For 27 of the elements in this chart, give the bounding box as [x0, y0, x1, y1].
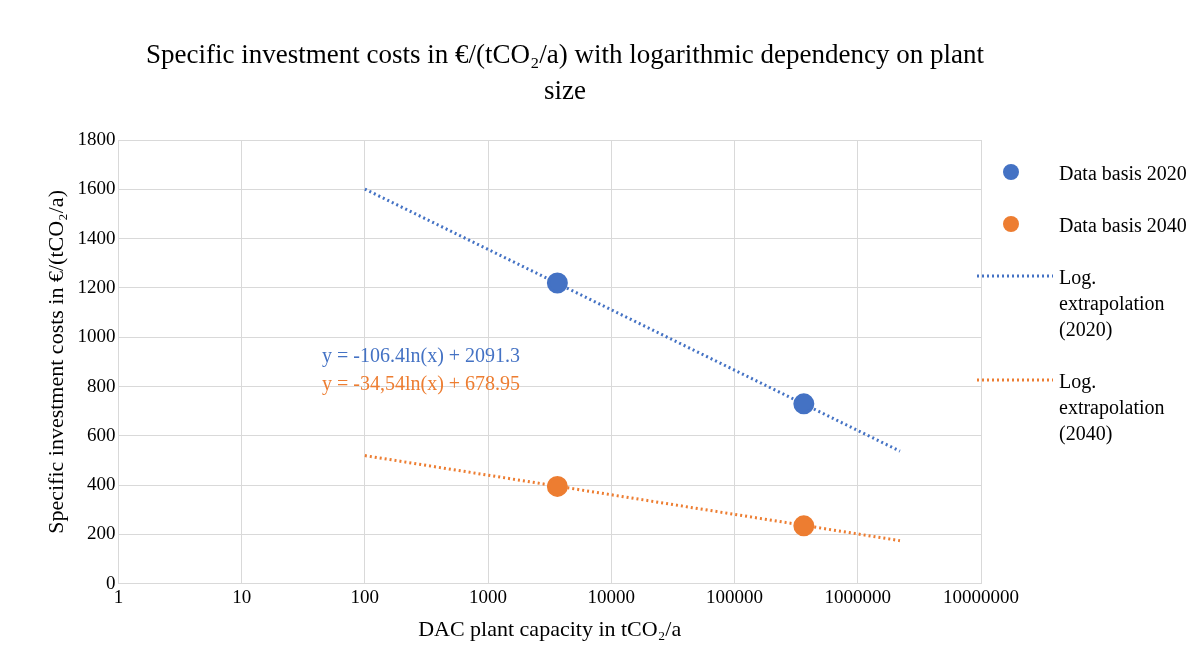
y-tick-label: 600: [86, 423, 116, 445]
x-tick-label: 1: [113, 586, 124, 608]
y-tick-label: 1400: [77, 226, 116, 248]
x-tick-label: 10000: [587, 586, 636, 608]
chart-title: Specific investment costs in €/(tCO₂/a) with logarithmic dependency on plant size: [145, 38, 985, 107]
x-tick-label: 1000: [469, 586, 508, 608]
annotation: y = -34,54ln(x) + 678.95: [322, 372, 521, 395]
x-tick-label: 10000000: [943, 586, 1019, 608]
y-tick-label: 200: [86, 522, 116, 544]
y-tick-label: 1200: [77, 275, 116, 297]
x-tick-label: 1000000: [824, 586, 892, 608]
annotation: y = -106.4ln(x) + 2091.3: [322, 344, 521, 367]
x-tick-label: 100: [350, 586, 380, 608]
y-tick-label: 800: [86, 374, 116, 396]
legend-label: Log. extrapolation (2040): [1059, 369, 1166, 446]
legend-label: Data basis 2040: [1059, 213, 1187, 238]
x-axis-title: DAC plant capacity in tCO₂/a: [418, 615, 682, 641]
y-tick-label: 1600: [77, 177, 116, 199]
y-tick-label: 1000: [77, 325, 116, 347]
legend-label: Data basis 2020: [1059, 161, 1187, 186]
y-tick-label: 1800: [77, 127, 116, 149]
y-tick-label: 400: [86, 473, 116, 495]
y-axis-title: Specific investment costs in €/(tCO₂/a): [42, 190, 68, 534]
x-tick-label: 10: [232, 586, 252, 608]
legend-label: Log. extrapolation (2020): [1059, 265, 1166, 342]
x-tick-label: 100000: [706, 586, 764, 608]
y-tick-label: 0: [105, 571, 116, 593]
